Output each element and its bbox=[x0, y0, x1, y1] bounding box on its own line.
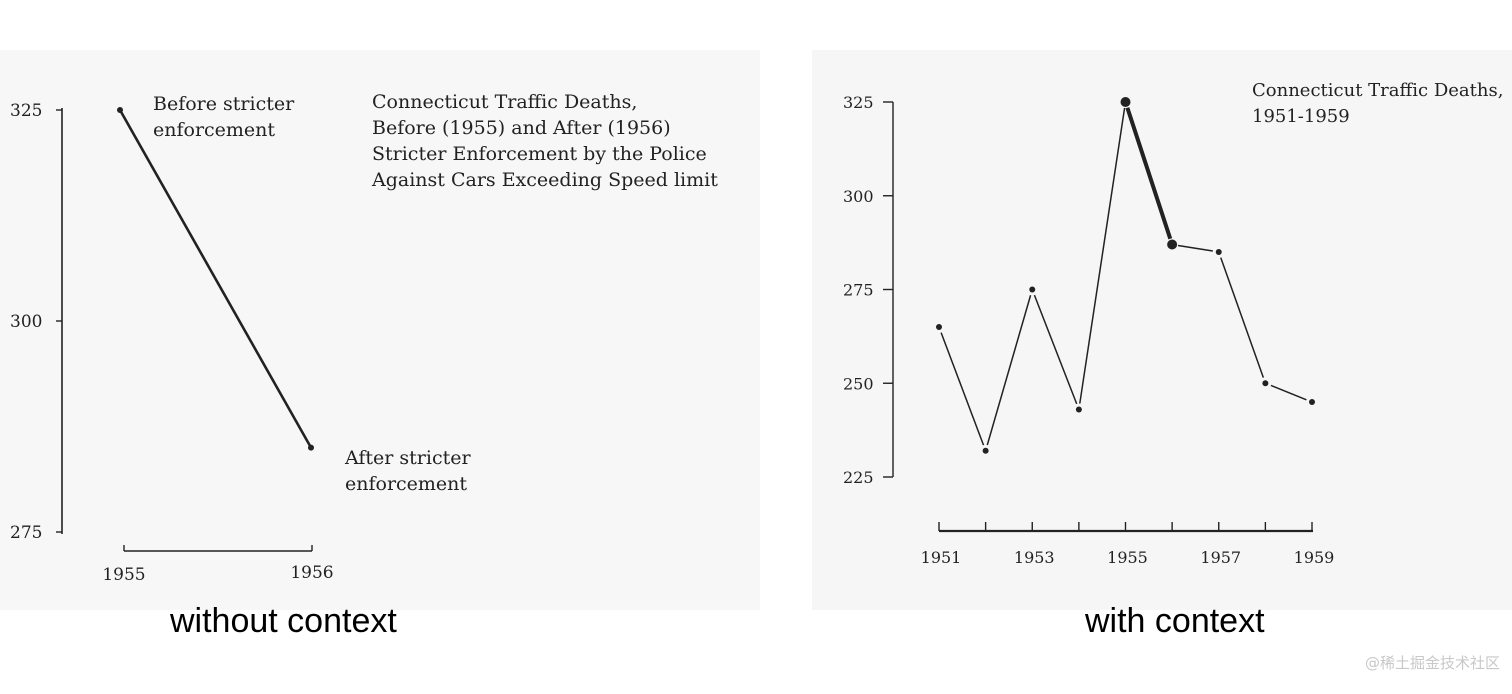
left-annotation-before: enforcement bbox=[153, 119, 275, 141]
caption-without-context: without context bbox=[170, 602, 397, 640]
right-y-tick-label: 275 bbox=[843, 281, 874, 300]
left-x-tick-label: 1956 bbox=[290, 563, 333, 583]
right-series-segment bbox=[1270, 384, 1307, 401]
left-annotation-before: Before stricter bbox=[153, 93, 295, 115]
left-data-point bbox=[117, 107, 123, 113]
right-series-segment bbox=[1079, 107, 1126, 404]
right-highlight-segment bbox=[1125, 107, 1173, 240]
right-series-segment bbox=[1220, 257, 1265, 378]
right-chart-panel bbox=[812, 50, 1512, 610]
left-chart-title: Against Cars Exceeding Speed limit bbox=[371, 169, 718, 191]
left-y-tick-label: 300 bbox=[10, 312, 42, 332]
right-series-segment bbox=[1033, 294, 1078, 405]
left-chart-title: Connecticut Traffic Deaths, bbox=[372, 91, 637, 113]
right-y-tick-label: 250 bbox=[843, 374, 874, 393]
right-y-tick-label: 225 bbox=[843, 468, 874, 487]
left-data-point bbox=[308, 444, 314, 451]
right-x-tick-label: 1955 bbox=[1107, 548, 1148, 567]
right-series-segment bbox=[1177, 244, 1213, 252]
left-x-tick-label: 1955 bbox=[102, 565, 145, 585]
left-chart-title: Before (1955) and After (1956) bbox=[372, 117, 671, 139]
right-chart-title: Connecticut Traffic Deaths, bbox=[1252, 80, 1503, 101]
right-y-tick-label: 325 bbox=[843, 93, 874, 112]
right-x-tick-label: 1959 bbox=[1294, 548, 1335, 567]
caption-with-context: with context bbox=[1085, 602, 1265, 640]
right-x-tick-label: 1957 bbox=[1200, 548, 1241, 567]
left-chart-title: Stricter Enforcement by the Police bbox=[372, 143, 707, 165]
right-data-point bbox=[982, 447, 989, 454]
left-y-tick-label: 325 bbox=[10, 101, 42, 121]
right-data-point bbox=[936, 324, 942, 330]
left-annotation-after: After stricter bbox=[344, 447, 471, 469]
right-chart-title: 1951-1959 bbox=[1252, 106, 1350, 127]
left-annotation-after: enforcement bbox=[345, 473, 467, 495]
right-highlight-point bbox=[1120, 97, 1131, 107]
right-data-point bbox=[1215, 249, 1222, 255]
left-chart-panel bbox=[0, 50, 760, 610]
right-series-segment bbox=[940, 332, 985, 446]
right-y-tick-label: 300 bbox=[843, 187, 874, 206]
right-data-point bbox=[1075, 406, 1082, 413]
right-data-point bbox=[1309, 399, 1315, 405]
left-series-line bbox=[118, 109, 313, 449]
right-data-point bbox=[1029, 286, 1036, 293]
right-series-segment bbox=[986, 295, 1032, 446]
watermark: @稀土掘金技术社区 bbox=[1364, 654, 1500, 672]
right-highlight-point bbox=[1167, 239, 1178, 250]
right-x-tick-label: 1953 bbox=[1014, 548, 1055, 567]
left-y-tick-label: 275 bbox=[10, 523, 42, 543]
right-data-point bbox=[1262, 380, 1269, 387]
right-x-tick-label: 1951 bbox=[921, 548, 962, 567]
